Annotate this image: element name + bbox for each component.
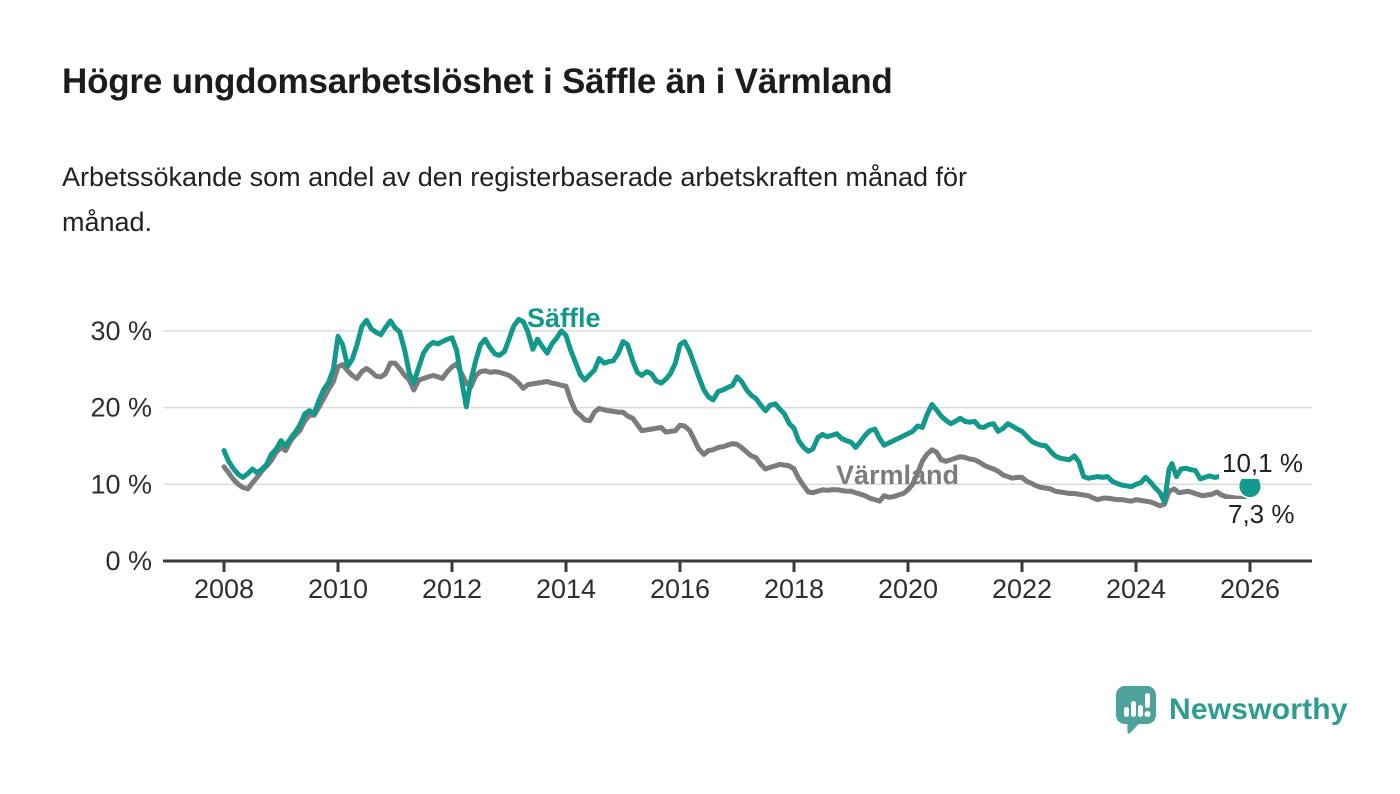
page-title: Högre ungdomsarbetslöshet i Säffle än i … [62,62,893,101]
x-axis-tick-label: 2012 [422,574,482,604]
x-axis-tick-label: 2024 [1106,574,1166,604]
x-axis-tick-label: 2022 [992,574,1052,604]
logo-exclamation-dot [1144,711,1151,717]
y-axis-tick-label: 30 % [90,316,152,346]
y-axis-tick-label: 20 % [90,393,152,423]
newsworthy-logo-text: Newsworthy [1169,692,1348,726]
y-axis-tick-label: 10 % [90,469,152,499]
newsworthy-logo-icon [1116,686,1156,734]
logo-bar-2 [1131,701,1136,717]
x-axis-tick-label: 2018 [764,574,824,604]
x-axis-tick-label: 2016 [650,574,710,604]
y-axis-tick-label: 0 % [105,546,152,576]
newsworthy-logo: Newsworthy [1114,685,1348,734]
x-axis-tick-label: 2014 [536,574,596,604]
series-line-saffle [221,316,1253,505]
logo-exclamation-stem [1145,693,1150,708]
logo-bar-1 [1124,707,1129,717]
series-label-saffle: Säffle [527,303,601,333]
x-axis-tick-label: 2008 [194,574,254,604]
chart-subtitle: Arbetssökande som andel av den registerb… [62,162,968,237]
latest-value-label-saffle: 10,1 % [1219,448,1306,479]
series-line-varmland [221,360,1253,509]
x-axis-tick-label: 2010 [308,574,368,604]
x-axis-tick-label: 2020 [878,574,938,604]
x-axis-tick-label: 2026 [1220,574,1280,604]
latest-value-label-varmland: 7,3 % [1225,499,1298,530]
logo-bar-3 [1138,705,1143,717]
series-label-varmland: Värmland [836,460,960,490]
